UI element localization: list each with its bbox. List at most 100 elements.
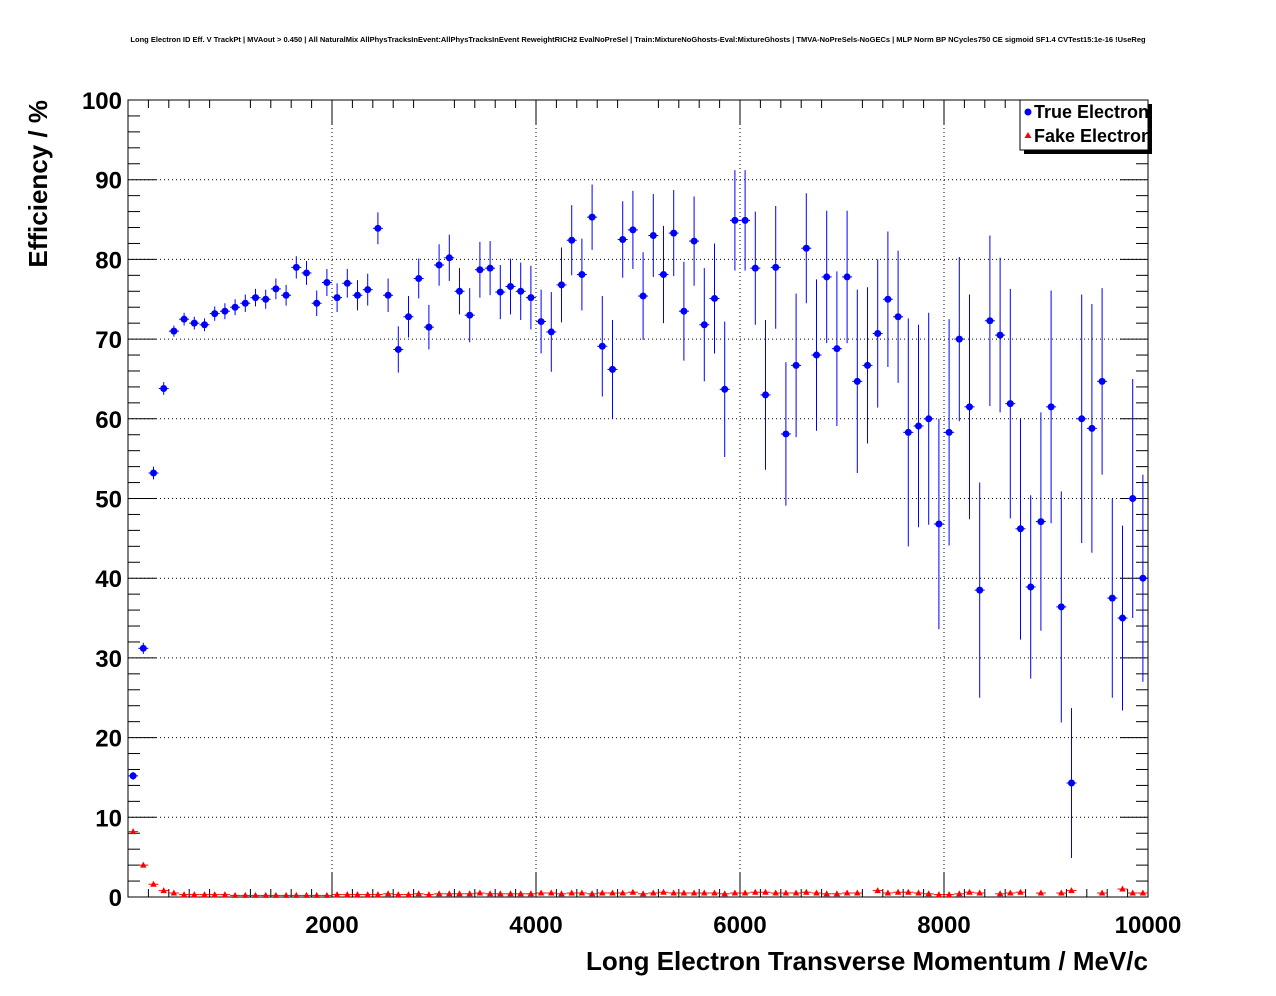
true-electron-point xyxy=(394,345,402,353)
true-electron-point xyxy=(1047,403,1055,411)
fake-electron-point xyxy=(160,887,167,894)
fake-electron-point xyxy=(772,889,779,896)
true-electron-point xyxy=(598,342,606,350)
fake-electron-point xyxy=(527,890,535,897)
fake-electron-point xyxy=(609,889,616,896)
y-tick-label: 50 xyxy=(95,487,122,514)
true-electron-point xyxy=(864,361,871,369)
x-tick-label: 2000 xyxy=(305,912,358,939)
true-electron-point xyxy=(945,428,953,436)
y-tick-label: 10 xyxy=(95,805,122,832)
fake-electron-point xyxy=(813,889,820,896)
true-electron-point xyxy=(405,313,412,321)
fake-electron-point xyxy=(446,890,453,897)
fake-electron-point xyxy=(945,891,953,898)
true-electron-point xyxy=(272,285,280,293)
true-electron-point xyxy=(150,469,157,477)
true-electron-point xyxy=(976,586,984,594)
legend: True Electron Fake Electron xyxy=(1019,99,1152,154)
fake-electron-point xyxy=(486,890,494,897)
true-electron-point xyxy=(996,331,1004,339)
true-electron-point xyxy=(445,254,453,262)
true-electron-point xyxy=(252,294,259,302)
fake-electron-point xyxy=(170,889,178,896)
y-tick-label: 70 xyxy=(95,327,122,354)
fake-electron-point xyxy=(1129,889,1136,896)
plot-frame xyxy=(127,99,1149,898)
true-electron-point xyxy=(466,311,474,319)
true-electron-point xyxy=(935,520,943,528)
true-electron-point xyxy=(639,292,647,300)
fake-electron-point xyxy=(313,891,320,898)
true-electron-point xyxy=(343,279,351,287)
fake-electron-point xyxy=(803,888,810,895)
fake-electron-point xyxy=(456,890,463,897)
true-electron-point xyxy=(1006,400,1014,408)
fake-electron-point xyxy=(537,889,545,896)
true-electron-point xyxy=(139,644,147,652)
fake-electron-point xyxy=(752,888,759,895)
true-electron-point xyxy=(813,351,820,359)
true-electron-point xyxy=(782,430,790,438)
fake-electron-point xyxy=(670,889,677,896)
true-electron-point xyxy=(313,299,321,307)
true-electron-point xyxy=(609,365,616,373)
true-electron-point xyxy=(476,266,484,274)
fake-electron-point xyxy=(1098,889,1106,896)
true-electron-point xyxy=(160,385,168,393)
fake-electron-point xyxy=(374,891,382,898)
true-electron-point xyxy=(507,282,514,290)
true-electron-point xyxy=(792,361,800,369)
true-electron-point xyxy=(853,377,861,385)
true-electron-point xyxy=(354,291,361,299)
true-electron-point xyxy=(415,275,423,283)
fake-electron-point xyxy=(792,889,800,896)
true-electron-point xyxy=(884,295,892,303)
true-electron-point xyxy=(1119,614,1126,622)
fake-electron-point xyxy=(762,888,769,895)
fake-electron-point xyxy=(344,891,351,898)
true-electron-point xyxy=(619,235,627,243)
fake-electron-point xyxy=(843,889,851,896)
fake-electron-point xyxy=(395,891,402,898)
true-electron-point xyxy=(282,291,290,299)
true-electron-point xyxy=(323,279,331,287)
fake-electron-point xyxy=(956,890,963,897)
true-electron-point xyxy=(333,294,341,302)
fake-electron-point xyxy=(364,891,371,898)
fake-electron-point xyxy=(1119,885,1126,892)
true-electron-point xyxy=(894,313,902,321)
fake-electron-point xyxy=(1037,889,1045,896)
true-electron-point xyxy=(711,294,718,302)
fake-electron-point xyxy=(925,890,932,897)
true-electron-point xyxy=(547,328,555,336)
series-fake-electron xyxy=(128,828,1148,898)
true-electron-point xyxy=(190,319,198,327)
fake-electron-point xyxy=(1139,889,1147,896)
legend-true-marker xyxy=(1024,108,1032,116)
x-tick-label: 6000 xyxy=(713,912,766,939)
true-electron-point xyxy=(751,264,759,272)
true-electron-point xyxy=(364,286,372,294)
fake-electron-point xyxy=(517,890,524,897)
true-electron-point xyxy=(170,327,178,335)
legend-true-label: True Electron xyxy=(1034,102,1149,122)
true-electron-point xyxy=(384,291,392,299)
true-electron-point xyxy=(558,281,565,289)
true-electron-point xyxy=(486,264,494,272)
true-electron-point xyxy=(1037,518,1045,526)
true-electron-point xyxy=(690,237,698,245)
fake-electron-point xyxy=(588,890,596,897)
fake-electron-point xyxy=(231,891,239,898)
legend-fake-marker xyxy=(1024,132,1032,138)
fake-electron-point xyxy=(884,889,892,896)
true-electron-point xyxy=(262,295,270,303)
true-electron-point xyxy=(1139,574,1147,582)
true-electron-point xyxy=(986,317,994,325)
true-electron-point xyxy=(966,403,973,411)
legend-fake-label: Fake Electron xyxy=(1034,126,1152,146)
true-electron-point xyxy=(1057,603,1065,611)
true-electron-point xyxy=(435,261,443,269)
fake-electron-point xyxy=(833,890,841,897)
fake-electron-point xyxy=(782,889,790,896)
